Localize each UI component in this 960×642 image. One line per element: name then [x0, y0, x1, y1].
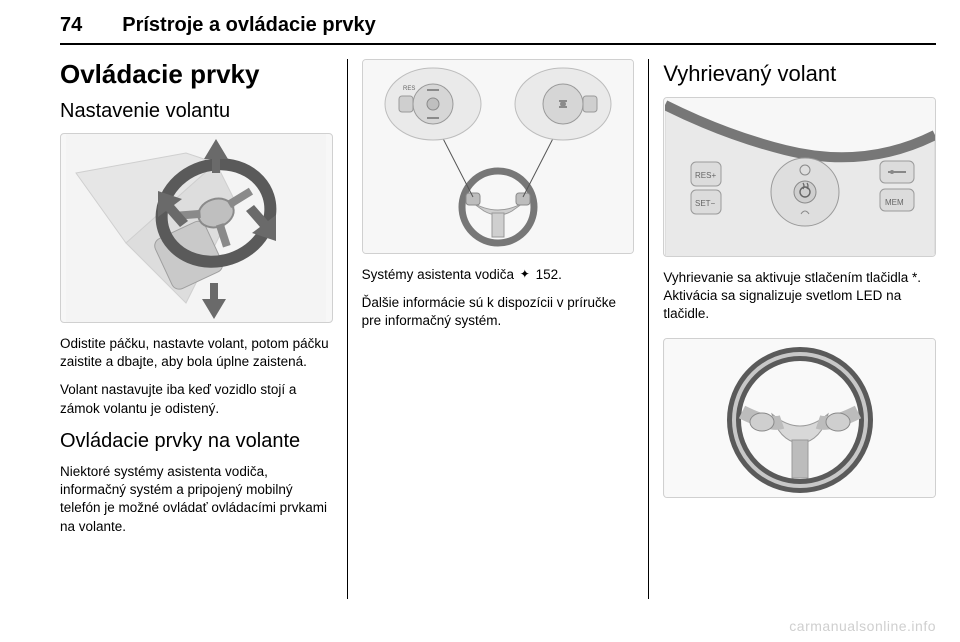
paragraph-with-ref: Systémy asistenta vodiča ✦ 152.	[362, 266, 635, 284]
steering-adjust-illustration	[66, 133, 326, 323]
page-reference-icon: ✦	[520, 266, 530, 282]
svg-text:RES+: RES+	[695, 171, 716, 180]
section-heading: Ovládacie prvky	[60, 59, 333, 90]
paragraph: Volant nastavujte iba keď vozidlo stojí …	[60, 381, 333, 417]
paragraph: Vyhrievanie sa aktivuje stlačením tlačid…	[663, 269, 936, 324]
paragraph: Ďalšie informácie sú k dispozícii v prír…	[362, 294, 635, 330]
wheel-controls-illustration: RES	[363, 59, 633, 254]
subsection-heading-controls: Ovládacie prvky na volante	[60, 430, 333, 453]
steering-wheel-illustration	[665, 338, 935, 498]
column-2: RES Systémy asistenta vodiča ✦ 152.	[348, 59, 650, 599]
subsection-heading-adjust: Nastavenie volantu	[60, 100, 333, 123]
text-run: Systémy asistenta vodiča	[362, 267, 518, 282]
svg-text:MEM: MEM	[885, 198, 904, 207]
svg-text:RES: RES	[403, 86, 415, 92]
page-number: 74	[60, 14, 82, 37]
watermark: carmanualsonline.info	[789, 618, 936, 634]
page-header: 74 Prístroje a ovládacie prvky	[60, 14, 936, 45]
page-reference-number: 152	[536, 267, 559, 282]
figure-heated-button: RES+ SET−	[663, 97, 936, 257]
figure-steering-wheel	[663, 338, 936, 498]
svg-text:SET−: SET−	[695, 199, 716, 208]
content-columns: Ovládacie prvky Nastavenie volantu	[60, 59, 936, 599]
text-run: .	[558, 267, 562, 282]
header-title: Prístroje a ovládacie prvky	[122, 14, 375, 37]
column-1: Ovládacie prvky Nastavenie volantu	[60, 59, 348, 599]
column-3: Vyhrievaný volant RES+ SET−	[649, 59, 936, 599]
paragraph: Niektoré systémy asistenta vodiča, infor…	[60, 463, 333, 536]
figure-steering-adjust	[60, 133, 333, 323]
page: 74 Prístroje a ovládacie prvky Ovládacie…	[0, 0, 960, 642]
figure-wheel-controls: RES	[362, 59, 635, 254]
paragraph: Odistite páčku, nastavte volant, potom p…	[60, 335, 333, 371]
heated-button-illustration: RES+ SET−	[665, 97, 935, 257]
subsection-heading-heated: Vyhrievaný volant	[663, 61, 936, 87]
